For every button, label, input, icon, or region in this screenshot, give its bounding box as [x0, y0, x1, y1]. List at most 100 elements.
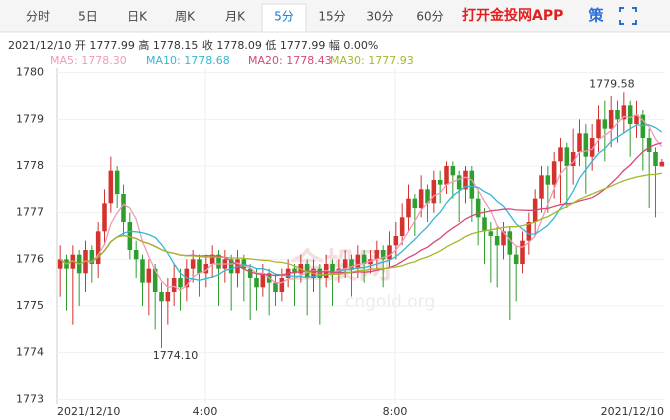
info-label: 开 [75, 39, 86, 52]
ma-legend: MA5: 1778.30 [50, 54, 127, 67]
candle-body [475, 198, 481, 218]
tab[interactable]: 30分 [366, 10, 393, 24]
candle-body [488, 231, 494, 236]
info-date: 2021/12/10 [8, 39, 71, 52]
candle-body [203, 264, 209, 274]
tab[interactable]: 分时 [26, 10, 50, 24]
candle-body [558, 147, 563, 162]
candle-body [387, 245, 392, 260]
x-label: 2021/12/10 [601, 405, 664, 418]
tab[interactable]: 5日 [78, 10, 98, 24]
y-tick-label: 1778 [16, 159, 44, 172]
candle-body [444, 166, 449, 185]
candle-body [247, 268, 253, 278]
tab[interactable]: 日K [127, 10, 148, 24]
candle-body [640, 114, 646, 138]
candle-body [330, 264, 335, 274]
candle-body [659, 161, 665, 167]
y-tick-label: 1779 [16, 112, 44, 125]
candle-body [589, 138, 595, 157]
candle-body [127, 222, 133, 250]
fullscreen-icon[interactable] [619, 7, 637, 25]
candle-body [463, 170, 468, 190]
candle-body [469, 170, 475, 199]
candle-body [456, 175, 462, 190]
candle-body [621, 105, 627, 120]
candle-body [152, 268, 158, 292]
x-label: 4:00 [193, 405, 218, 418]
tab[interactable]: 15分 [318, 10, 345, 24]
candle-body [317, 268, 323, 278]
tab[interactable]: 5分 [274, 10, 294, 24]
info-label: 幅 [329, 39, 340, 52]
info-value: 0.00% [343, 39, 378, 52]
candle-body [539, 175, 544, 199]
info-label: 收 [202, 38, 213, 52]
candle-body [577, 133, 582, 152]
candle-body [273, 282, 278, 292]
info-line: 2021/12/10 开 1777.99 高 1778.15 收 1778.09… [8, 38, 378, 52]
candle-body [380, 250, 386, 260]
candle-body [564, 147, 570, 166]
app-link[interactable]: 打开金投网APP [462, 7, 563, 24]
candle-body [583, 133, 589, 157]
ma-line [59, 172, 662, 276]
candle-body [627, 105, 633, 124]
info-value: 1778.15 [153, 39, 199, 52]
ma-line [59, 124, 663, 281]
candle-body [513, 254, 519, 264]
info-label: 高 [138, 38, 149, 52]
candle-body [399, 217, 405, 236]
candle-body [551, 161, 557, 185]
candle-body [292, 268, 297, 274]
y-tick-label: 1774 [16, 346, 44, 359]
x-label: 8:00 [383, 405, 408, 418]
candle-body [108, 170, 114, 204]
candle-body [241, 259, 247, 269]
info-value: 1778.09 [216, 39, 262, 52]
ma-legend: MA30: 1777.93 [330, 54, 414, 67]
tab[interactable]: 60分 [416, 10, 443, 24]
tab[interactable]: 周K [175, 10, 196, 24]
candle-body [412, 198, 418, 208]
tab-bar [0, 0, 670, 32]
candle-body [159, 292, 164, 302]
y-tick-label: 1775 [16, 299, 44, 312]
candle-body [374, 250, 380, 260]
candle-body [57, 259, 63, 269]
candle-body [615, 110, 620, 120]
candle-body [228, 259, 234, 274]
y-tick-label: 1777 [16, 206, 44, 219]
candle-body [209, 254, 215, 264]
candle-body [570, 152, 576, 166]
info-value: 1777.99 [280, 39, 326, 52]
candle-body [254, 278, 259, 288]
candle-body [146, 268, 152, 283]
info-label: 低 [265, 39, 276, 52]
y-tick-label: 1780 [16, 66, 44, 79]
candle-body [260, 273, 266, 288]
candle-body [437, 180, 443, 185]
candle-body [425, 189, 430, 204]
y-tick-label: 1773 [16, 392, 44, 405]
tab[interactable]: 月K [225, 10, 246, 24]
candle-body [197, 259, 202, 274]
candle-body [393, 236, 399, 246]
candle-body [526, 222, 532, 241]
high-annotation: 1779.58 [589, 77, 635, 90]
candle-body [355, 254, 361, 269]
candle-body [140, 259, 145, 283]
candle-body [494, 236, 500, 246]
strategy-button[interactable]: 策 [587, 7, 604, 25]
candle-body [165, 292, 171, 302]
watermark: cngold.org [345, 292, 435, 312]
active-tab [261, 3, 307, 33]
y-tick-label: 1776 [16, 252, 44, 265]
candle-body [634, 114, 639, 124]
candle-body [653, 152, 658, 166]
candle-body [501, 231, 506, 246]
candle-body [279, 278, 285, 292]
candle-body [646, 138, 652, 152]
ma-line [59, 113, 663, 291]
